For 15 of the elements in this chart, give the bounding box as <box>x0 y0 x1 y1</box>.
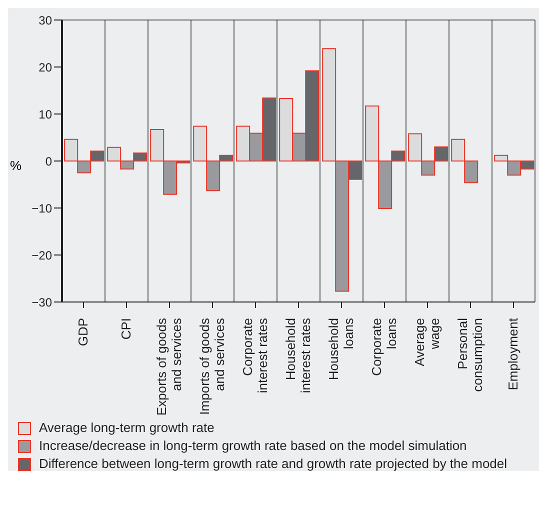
y-tick-label: −30 <box>32 295 52 310</box>
x-tick-label: Exports of goods and services <box>154 318 184 416</box>
x-tick-label: Employment <box>506 318 520 390</box>
y-axis-title: % <box>10 158 22 173</box>
legend-label: Average long-term growth rate <box>39 420 214 435</box>
y-tick-label: 10 <box>38 107 52 122</box>
y-tick-label: 30 <box>38 13 52 28</box>
x-tick-label: CPI <box>118 318 134 340</box>
y-tick-label: 20 <box>38 60 52 74</box>
legend-label: Increase/decrease in long-term growth rate based on the model simulation <box>39 438 467 453</box>
y-tick-label: −20 <box>32 248 52 262</box>
x-tick-label: GDP <box>76 318 90 346</box>
y-tick-label: 0 <box>45 154 52 168</box>
legend-label: Difference between long-term growth rate and growth rate projected by the model <box>39 456 508 471</box>
y-tick-label: −10 <box>32 201 52 216</box>
